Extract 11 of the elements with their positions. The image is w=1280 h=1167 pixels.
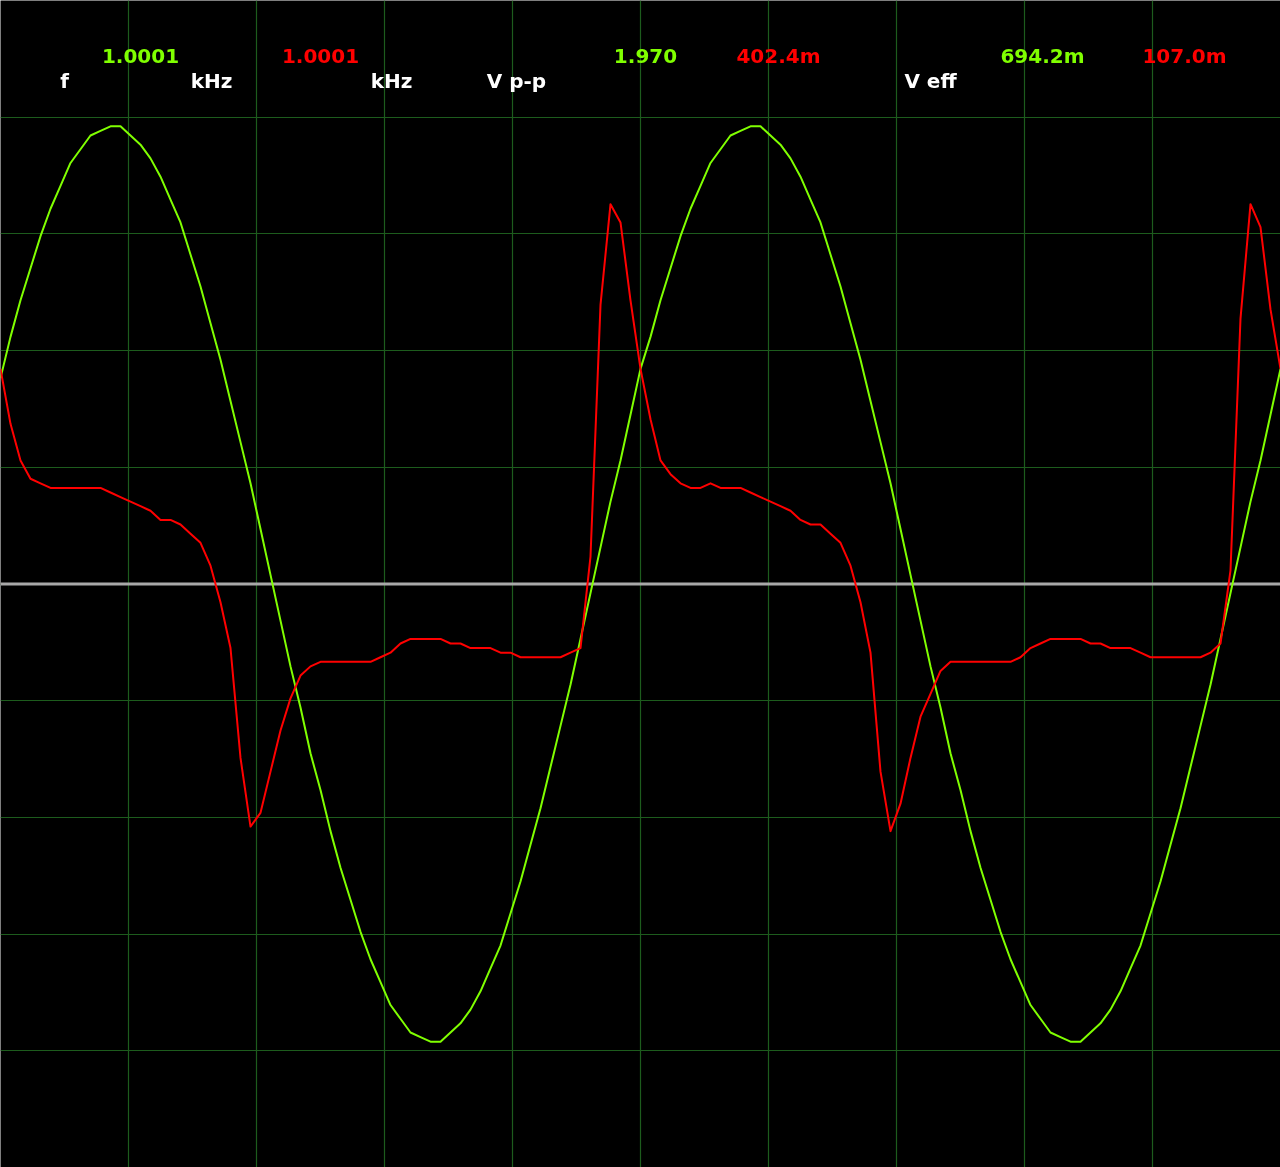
text: kHz [370, 68, 413, 93]
text: f [60, 68, 70, 93]
text: 107.0m [1142, 43, 1227, 68]
text: 694.2m [1000, 43, 1085, 68]
text: V p-p [486, 68, 547, 93]
text: V eff [904, 68, 958, 93]
text: 1.970 [613, 43, 678, 68]
text: 1.0001 [281, 43, 360, 68]
text: 402.4m [736, 43, 821, 68]
text: 1.0001 [101, 43, 180, 68]
text: kHz [190, 68, 233, 93]
